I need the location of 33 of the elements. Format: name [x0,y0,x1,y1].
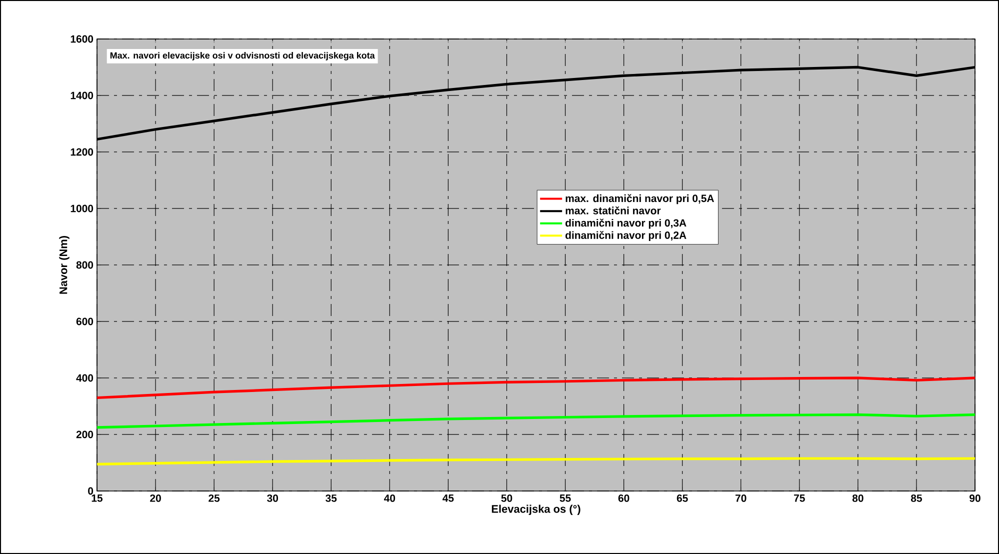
x-tick-label: 40 [384,494,396,502]
y-tick-label: 1400 [70,92,94,100]
y-tick-label: 200 [76,430,94,438]
x-tick-label: 60 [618,494,630,502]
y-tick-label: 600 [76,318,94,326]
x-tick-label: 80 [852,494,864,502]
legend-label: max. dinamični navor pri 0,5A [566,194,714,204]
y-axis-title: Navor (Nm) [59,236,70,294]
legend-label: dinamični navor pri 0,3A [566,218,686,229]
legend-label: max. statični navor [566,206,661,214]
x-tick-label: 65 [676,494,688,502]
x-tick-label: 75 [794,494,805,502]
x-tick-label: 35 [326,494,337,502]
legend-label: dinamični navor pri 0,2A [566,231,686,241]
y-tick-label: 400 [76,374,94,382]
y-tick-label: 0 [88,487,94,495]
x-tick-label: 70 [736,494,746,502]
x-tick-label: 90 [970,494,980,502]
x-tick-label: 15 [92,494,103,502]
y-tick-label: 1600 [70,35,94,43]
x-tick-label: 55 [560,494,571,502]
y-tick-label: 1000 [70,204,94,212]
x-tick-label: 85 [910,494,922,502]
x-tick-label: 50 [501,494,512,502]
x-tick-label: 45 [442,494,454,502]
x-tick-label: 20 [150,494,161,502]
x-axis-title: Elevacijska os (°) [492,504,580,515]
y-tick-label: 800 [76,261,94,269]
text: Max. navori elevacijske osi v odvisnosti od elevacijskega kota [110,52,375,60]
y-tick-label: 1200 [70,148,94,156]
line-series [97,413,976,429]
x-tick-label: 30 [267,494,278,502]
x-tick-label: 25 [208,494,220,502]
